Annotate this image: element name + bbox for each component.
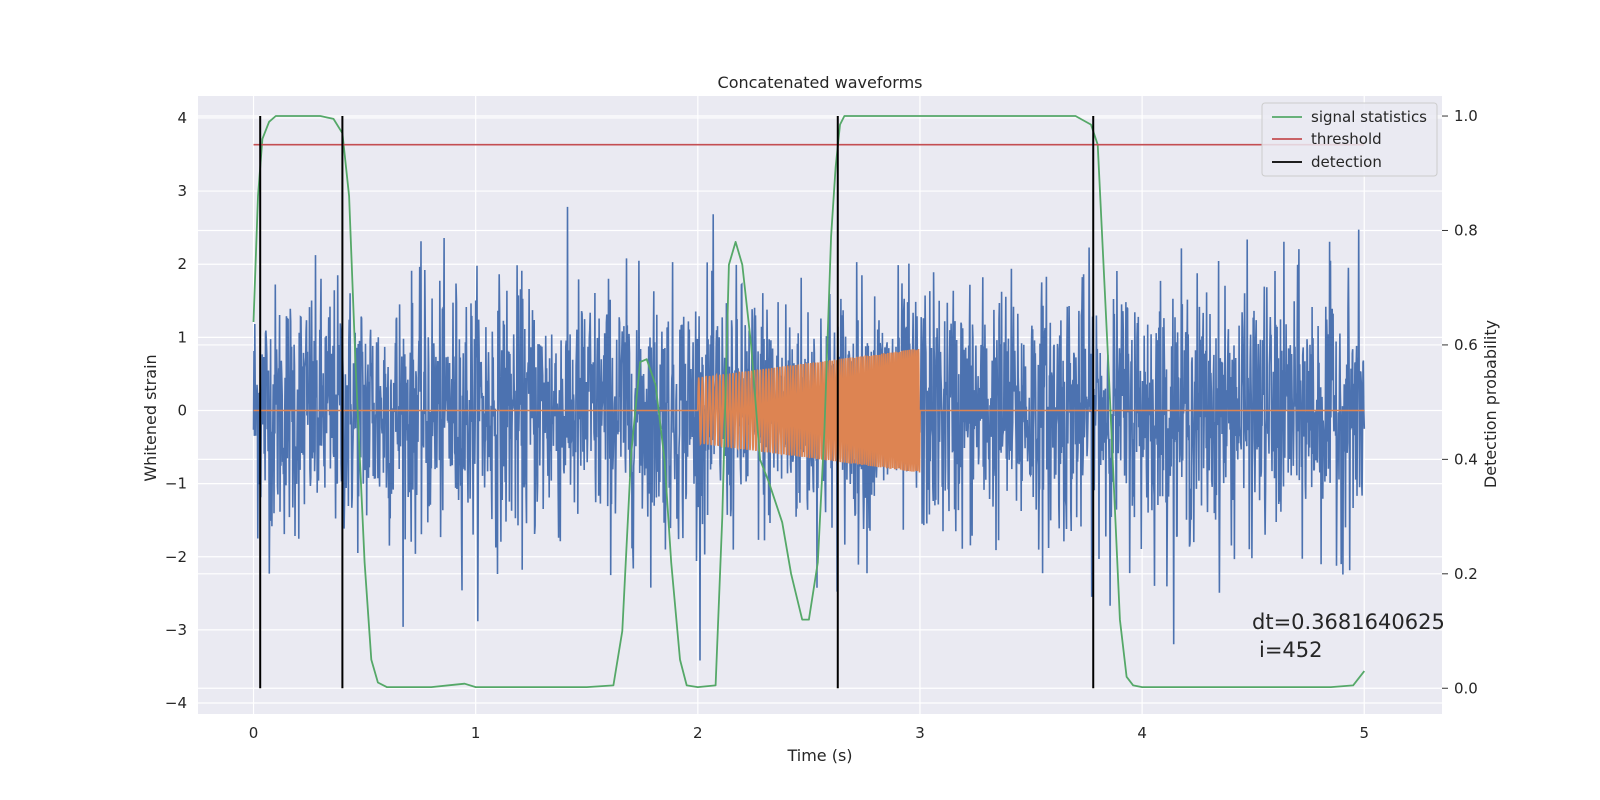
- x-tick-label-5: 5: [1359, 724, 1369, 742]
- x-axis-ticks: 0 1 2 3 4 5: [249, 724, 1369, 742]
- y-tick-label-5: 1: [177, 328, 187, 346]
- y2-tick-label-1: 0.2: [1454, 565, 1478, 583]
- plot-area: [252, 115, 1366, 689]
- y-tick-label-6: 2: [177, 255, 187, 273]
- signal-statistics-line: [252, 115, 1366, 688]
- chirp-series-layer: [253, 348, 1365, 473]
- legend-label-signal-statistics: signal statistics: [1311, 108, 1427, 126]
- y2-tick-label-5: 1.0: [1454, 107, 1478, 125]
- y-tick-label-1: −3: [165, 621, 187, 639]
- y-tick-label-8: 4: [177, 109, 187, 127]
- legend-label-detection: detection: [1311, 153, 1382, 171]
- annotation-i: i=452: [1259, 638, 1323, 662]
- y-tick-label-2: −2: [165, 548, 187, 566]
- x-tick-label-4: 4: [1137, 724, 1147, 742]
- y2-tick-label-3: 0.6: [1454, 336, 1478, 354]
- legend-label-threshold: threshold: [1311, 130, 1382, 148]
- legend: signal statistics threshold detection: [1261, 102, 1438, 177]
- y-tick-label-0: −4: [165, 694, 187, 712]
- chart-title: Concatenated waveforms: [718, 73, 923, 92]
- x-tick-label-3: 3: [915, 724, 925, 742]
- y2-tick-label-0: 0.0: [1454, 679, 1478, 697]
- x-tick-label-1: 1: [471, 724, 481, 742]
- x-tick-label-2: 2: [693, 724, 703, 742]
- x-tick-label-0: 0: [249, 724, 259, 742]
- y2-axis-ticks: 0.0 0.2 0.4 0.6 0.8 1.0: [1442, 107, 1478, 697]
- y-tick-label-3: −1: [165, 475, 187, 493]
- y2-axis-label: Detection probability: [1481, 320, 1500, 488]
- legend-box: [1261, 102, 1438, 177]
- y2-tick-label-2: 0.4: [1454, 450, 1478, 468]
- x-axis-label: Time (s): [786, 746, 852, 765]
- annotation-dt: dt=0.3681640625: [1252, 610, 1445, 634]
- y-axis-label: Whitened strain: [141, 354, 160, 481]
- probability-series-layer: [252, 115, 1366, 689]
- y-tick-label-7: 3: [177, 182, 187, 200]
- y-tick-label-4: 0: [177, 401, 187, 419]
- y-axis-ticks: −4 −3 −2 −1 0 1 2 3 4: [165, 109, 187, 712]
- chirp-series-line: [253, 348, 1365, 473]
- y2-tick-label-4: 0.8: [1454, 221, 1478, 239]
